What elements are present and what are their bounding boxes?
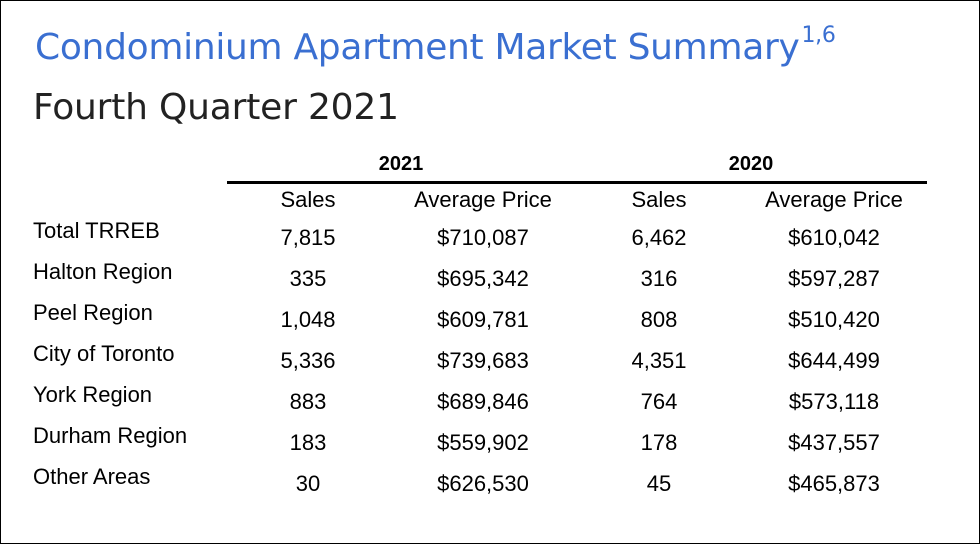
cell-average-price-2020: $644,499	[788, 348, 880, 373]
cell-average-price-2021: $626,530	[437, 471, 529, 496]
row-region-label: York Region	[33, 382, 153, 407]
column-header-sales-2020: Sales	[631, 187, 687, 212]
cell-sales-2021: 335	[289, 266, 327, 291]
row-region-label: City of Toronto	[33, 341, 175, 366]
cell-average-price-2021: $559,902	[437, 430, 529, 455]
cell-sales-2021: 7,815	[280, 225, 336, 250]
row-region-label: Other Areas	[33, 464, 151, 489]
cell-sales-2021: 883	[289, 389, 327, 414]
cell-average-price-2021: $609,781	[437, 307, 529, 332]
cell-sales-2021: 1,048	[280, 307, 336, 332]
year-header-2020: 2020	[728, 153, 774, 175]
cell-sales-2021: 183	[289, 430, 327, 455]
column-header-average-price-2021: Average Price	[414, 187, 552, 212]
cell-sales-2020: 316	[640, 266, 678, 291]
cell-average-price-2020: $465,873	[788, 471, 880, 496]
cell-sales-2020: 178	[640, 430, 678, 455]
cell-average-price-2021: $739,683	[437, 348, 529, 373]
header-divider	[227, 181, 927, 184]
cell-sales-2020: 45	[646, 471, 672, 496]
cell-sales-2021: 5,336	[280, 348, 336, 373]
cell-sales-2020: 4,351	[631, 348, 687, 373]
cell-average-price-2021: $710,087	[437, 225, 529, 250]
column-header-average-price-2020: Average Price	[765, 187, 903, 212]
row-region-label: Peel Region	[33, 300, 153, 325]
page-title: Condominium Apartment Market Summary1,6	[35, 23, 836, 68]
title-text: Condominium Apartment Market Summary	[35, 27, 800, 68]
year-header-2021: 2021	[378, 153, 424, 175]
title-superscript: 1,6	[801, 23, 836, 48]
cell-average-price-2020: $510,420	[788, 307, 880, 332]
column-header-sales-2021: Sales	[280, 187, 336, 212]
cell-sales-2020: 6,462	[631, 225, 687, 250]
cell-average-price-2020: $610,042	[788, 225, 880, 250]
cell-average-price-2020: $437,557	[788, 430, 880, 455]
cell-sales-2020: 808	[640, 307, 678, 332]
cell-average-price-2020: $573,118	[788, 389, 880, 414]
cell-average-price-2020: $597,287	[788, 266, 880, 291]
cell-average-price-2021: $695,342	[437, 266, 529, 291]
cell-sales-2021: 30	[295, 471, 321, 496]
row-region-label: Total TRREB	[33, 218, 160, 243]
row-region-label: Halton Region	[33, 259, 173, 284]
row-region-label: Durham Region	[33, 423, 188, 448]
cell-sales-2020: 764	[640, 389, 678, 414]
page-subtitle: Fourth Quarter 2021	[33, 87, 399, 128]
cell-average-price-2021: $689,846	[437, 389, 529, 414]
